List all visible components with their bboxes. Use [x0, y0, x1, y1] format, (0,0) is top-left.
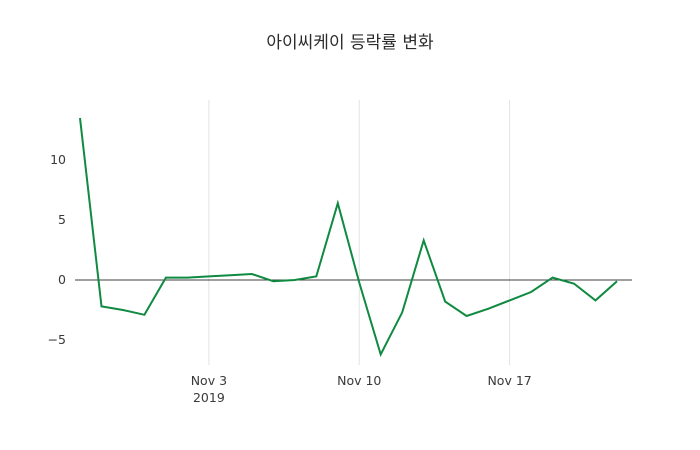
y-tick-label: −5	[48, 332, 66, 347]
x-tick-label: Nov 3	[191, 373, 227, 388]
y-tick-label: 10	[50, 152, 66, 167]
series-line	[79, 117, 618, 358]
chart-title: 아이씨케이 등락률 변화	[266, 33, 434, 53]
x-tick-label: Nov 10	[337, 373, 381, 388]
y-tick-label: 5	[58, 212, 66, 227]
y-tick-label: 0	[58, 272, 66, 287]
x-tick-sublabel: 2019	[193, 390, 225, 405]
x-tick-label: Nov 17	[487, 373, 531, 388]
